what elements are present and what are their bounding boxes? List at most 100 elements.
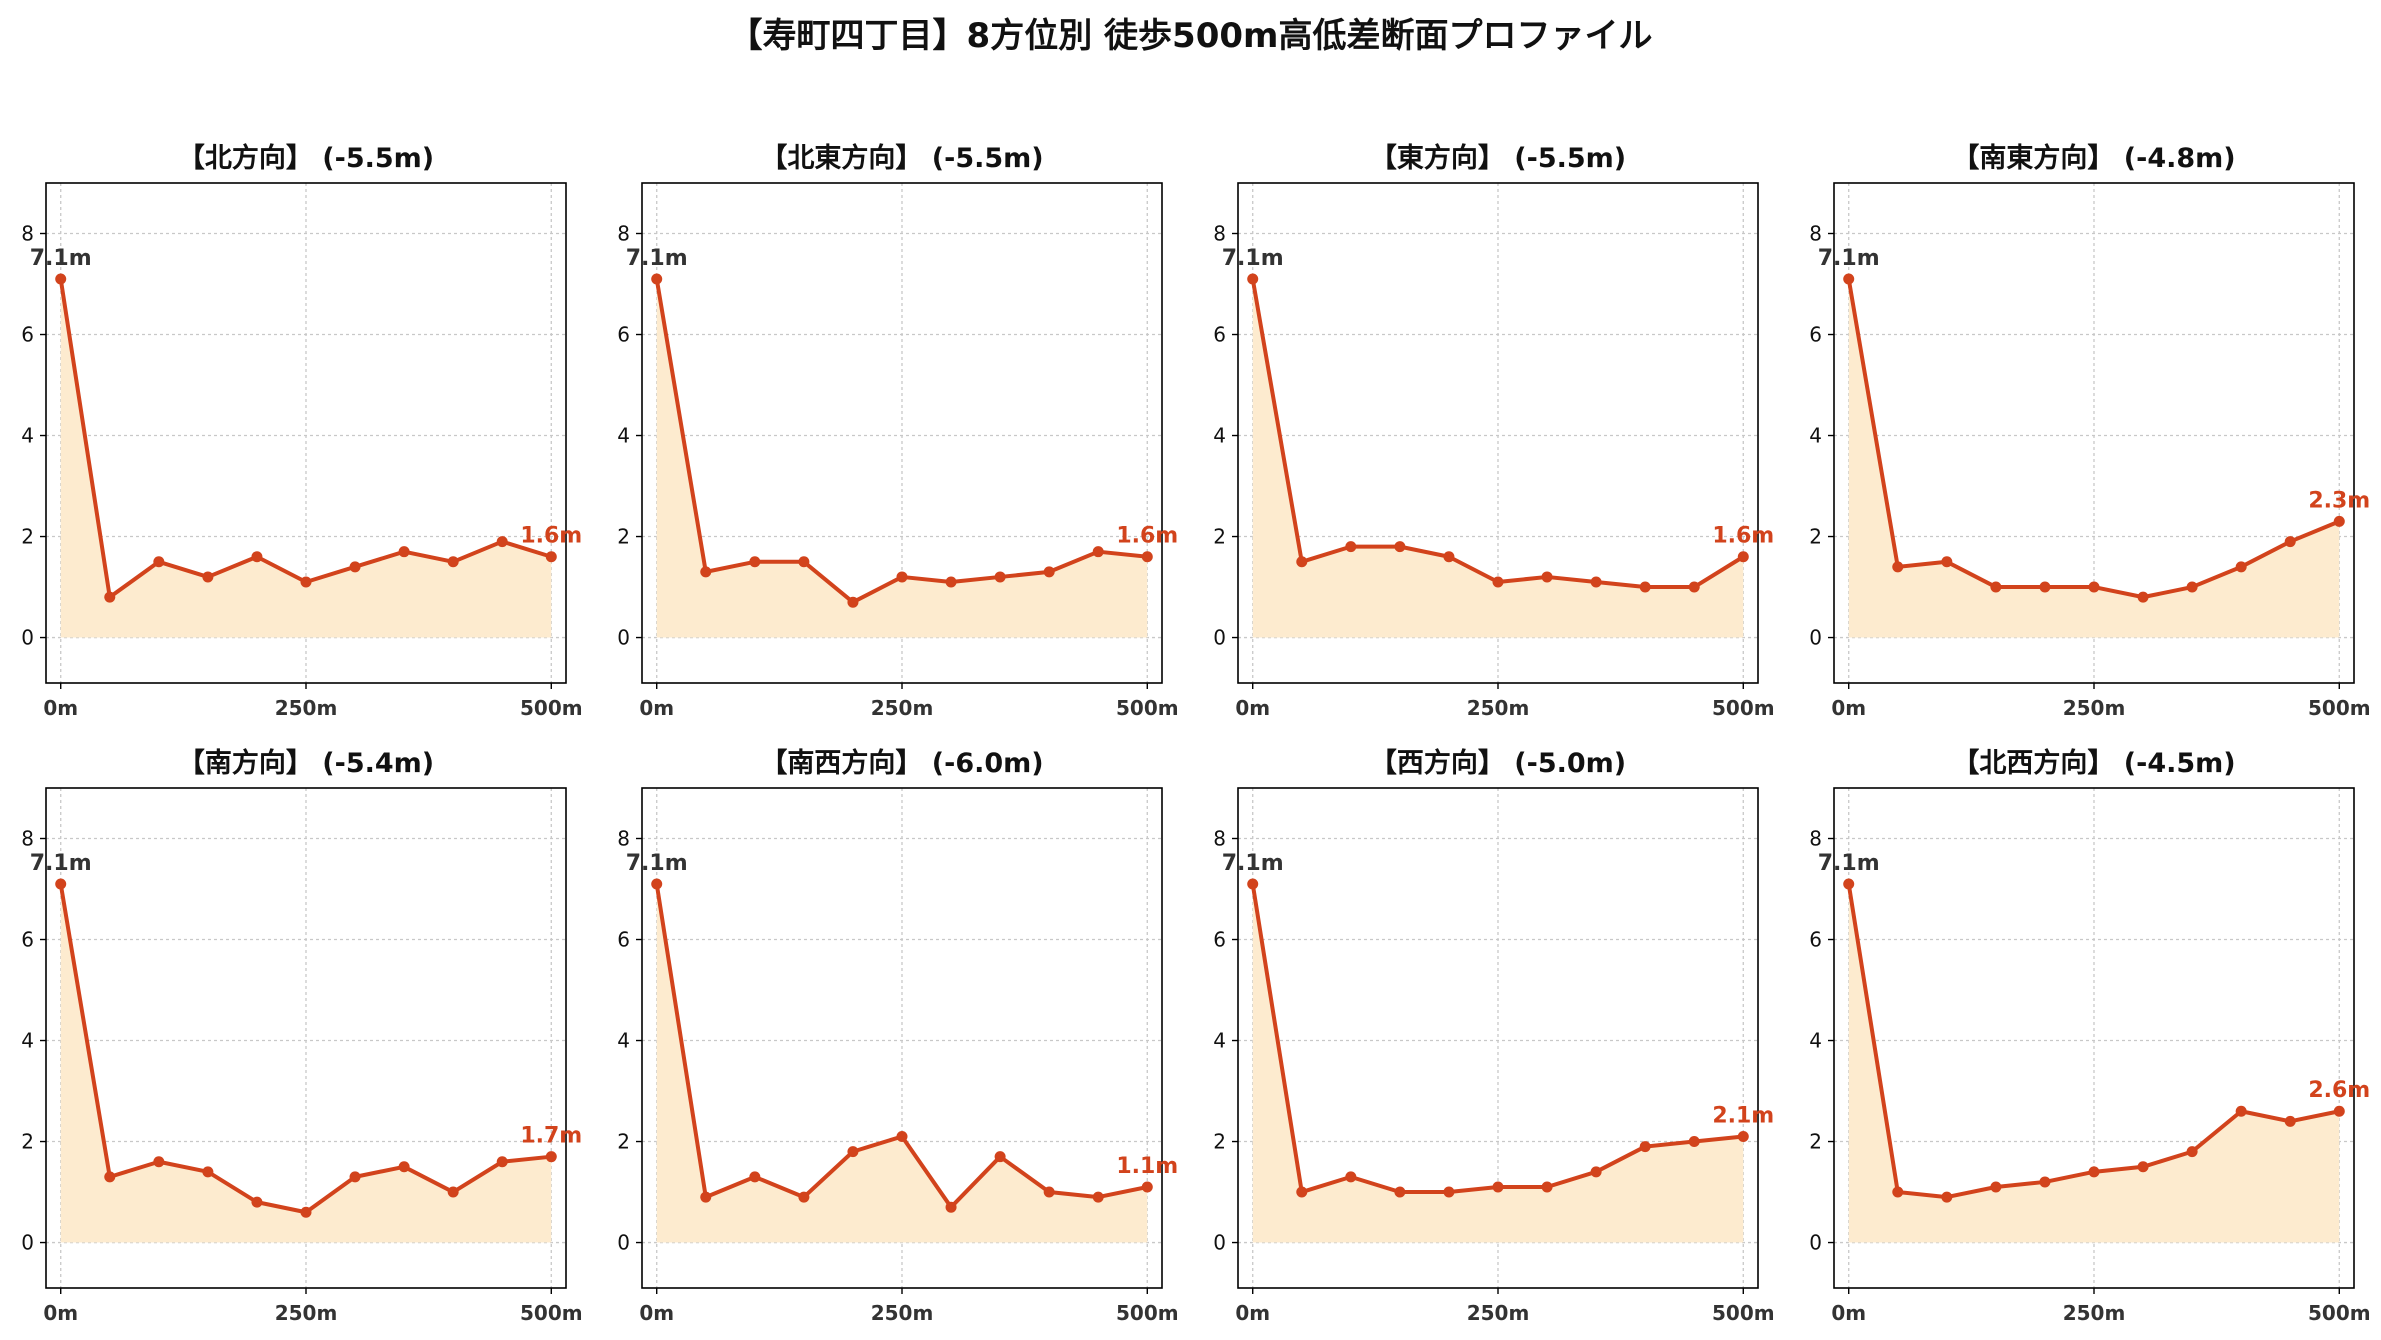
data-point	[1141, 1181, 1153, 1193]
data-point	[2088, 581, 2100, 593]
data-point	[945, 1201, 957, 1213]
panel-title: 【北西方向】 (-4.5m)	[1952, 747, 2235, 779]
data-point	[447, 556, 459, 568]
data-point	[1688, 1136, 1700, 1148]
x-tick-label: 250m	[275, 696, 338, 720]
chart-panel: 【北西方向】 (-4.5m) 0 2 4 6 8 0m 250m 500m 7.1m 2.6m	[1809, 747, 2370, 1325]
data-point	[1345, 541, 1357, 553]
data-point	[1492, 576, 1504, 588]
data-point	[2039, 1176, 2051, 1188]
data-point	[1941, 556, 1953, 568]
chart-panel: 【西方向】 (-5.0m) 0 2 4 6 8 0m 250m 500m 7.1m 2.1m	[1213, 747, 1774, 1325]
data-point	[847, 596, 859, 608]
data-point	[104, 1171, 116, 1183]
end-value-label: 1.7m	[520, 1124, 582, 1149]
x-tick-label: 0m	[639, 696, 674, 720]
data-point	[1394, 1186, 1406, 1198]
end-value-label: 1.6m	[520, 524, 582, 549]
y-tick-label: 6	[1213, 323, 1226, 347]
x-tick-label: 0m	[639, 1301, 674, 1325]
y-tick-label: 0	[21, 1231, 34, 1255]
data-point	[700, 1191, 712, 1203]
y-tick-label: 4	[21, 1029, 34, 1053]
x-tick-label: 500m	[520, 1301, 583, 1325]
elevation-area	[1848, 883, 2340, 1243]
data-point	[251, 1196, 263, 1208]
y-tick-label: 0	[21, 626, 34, 650]
y-tick-label: 4	[1809, 424, 1822, 448]
y-tick-label: 4	[1809, 1029, 1822, 1053]
x-tick-label: 0m	[1235, 696, 1270, 720]
panel-title: 【南方向】 (-5.4m)	[178, 747, 434, 779]
y-tick-label: 2	[1809, 1130, 1822, 1154]
data-point	[251, 551, 263, 563]
y-tick-label: 8	[1809, 222, 1822, 246]
elevation-line	[1250, 883, 1744, 1195]
end-value-label: 1.6m	[1116, 524, 1178, 549]
data-point	[749, 1171, 761, 1183]
chart-panel: 【南東方向】 (-4.8m) 0 2 4 6 8 0m 250m 500m 7.1m 2.3m	[1809, 142, 2370, 720]
y-tick-label: 2	[617, 525, 630, 549]
end-value-label: 1.6m	[1712, 524, 1774, 549]
data-point	[651, 878, 663, 890]
data-point	[1990, 1181, 2002, 1193]
panel-title: 【東方向】 (-5.5m)	[1370, 142, 1626, 174]
y-tick-label: 0	[1809, 626, 1822, 650]
y-tick-label: 4	[617, 424, 630, 448]
panel-title: 【南東方向】 (-4.8m)	[1952, 142, 2235, 174]
data-point	[496, 1156, 508, 1168]
elevation-area	[60, 883, 552, 1243]
end-value-label: 2.3m	[2308, 488, 2370, 513]
start-value-label: 7.1m	[30, 851, 92, 876]
data-point	[994, 1151, 1006, 1163]
y-tick-label: 2	[1213, 525, 1226, 549]
y-tick-label: 0	[1213, 1231, 1226, 1255]
panel-title: 【北方向】 (-5.5m)	[178, 142, 434, 174]
data-point	[1247, 273, 1259, 285]
y-tick-label: 6	[617, 323, 630, 347]
y-tick-label: 8	[617, 222, 630, 246]
x-tick-label: 500m	[2308, 696, 2371, 720]
data-point	[700, 566, 712, 578]
data-point	[1843, 273, 1855, 285]
x-tick-label: 250m	[871, 1301, 934, 1325]
data-point	[1639, 1141, 1651, 1153]
elevation-area	[1252, 883, 1744, 1243]
start-value-label: 7.1m	[1222, 246, 1284, 271]
elevation-area	[1848, 278, 2340, 638]
start-value-label: 7.1m	[1222, 851, 1284, 876]
data-point	[2284, 1115, 2296, 1127]
data-point	[300, 576, 312, 588]
panel-title: 【南西方向】 (-6.0m)	[760, 747, 1043, 779]
chart-panel: 【南西方向】 (-6.0m) 0 2 4 6 8 0m 250m 500m 7.1m 1.1m	[617, 747, 1178, 1325]
data-point	[1394, 541, 1406, 553]
data-point	[2333, 515, 2345, 527]
data-point	[447, 1186, 459, 1198]
data-point	[1247, 878, 1259, 890]
data-point	[1092, 1191, 1104, 1203]
data-point	[1043, 1186, 1055, 1198]
data-point	[1296, 1186, 1308, 1198]
data-point	[2088, 1166, 2100, 1178]
y-tick-label: 2	[21, 525, 34, 549]
data-point	[1541, 1181, 1553, 1193]
y-tick-label: 4	[617, 1029, 630, 1053]
data-point	[2284, 536, 2296, 548]
x-tick-label: 500m	[1116, 696, 1179, 720]
y-tick-label: 4	[1213, 1029, 1226, 1053]
x-tick-label: 0m	[43, 696, 78, 720]
data-point	[202, 571, 214, 583]
data-point	[1443, 1186, 1455, 1198]
data-point	[349, 1171, 361, 1183]
y-tick-label: 6	[21, 323, 34, 347]
x-tick-label: 250m	[1467, 696, 1530, 720]
data-point	[300, 1206, 312, 1218]
data-point	[55, 878, 67, 890]
y-tick-label: 8	[21, 222, 34, 246]
data-point	[798, 1191, 810, 1203]
data-point	[202, 1166, 214, 1178]
x-tick-label: 250m	[275, 1301, 338, 1325]
panel-title: 【北東方向】 (-5.5m)	[760, 142, 1043, 174]
chart-panel: 【南方向】 (-5.4m) 0 2 4 6 8 0m 250m 500m 7.1m 1.7m	[21, 747, 582, 1325]
